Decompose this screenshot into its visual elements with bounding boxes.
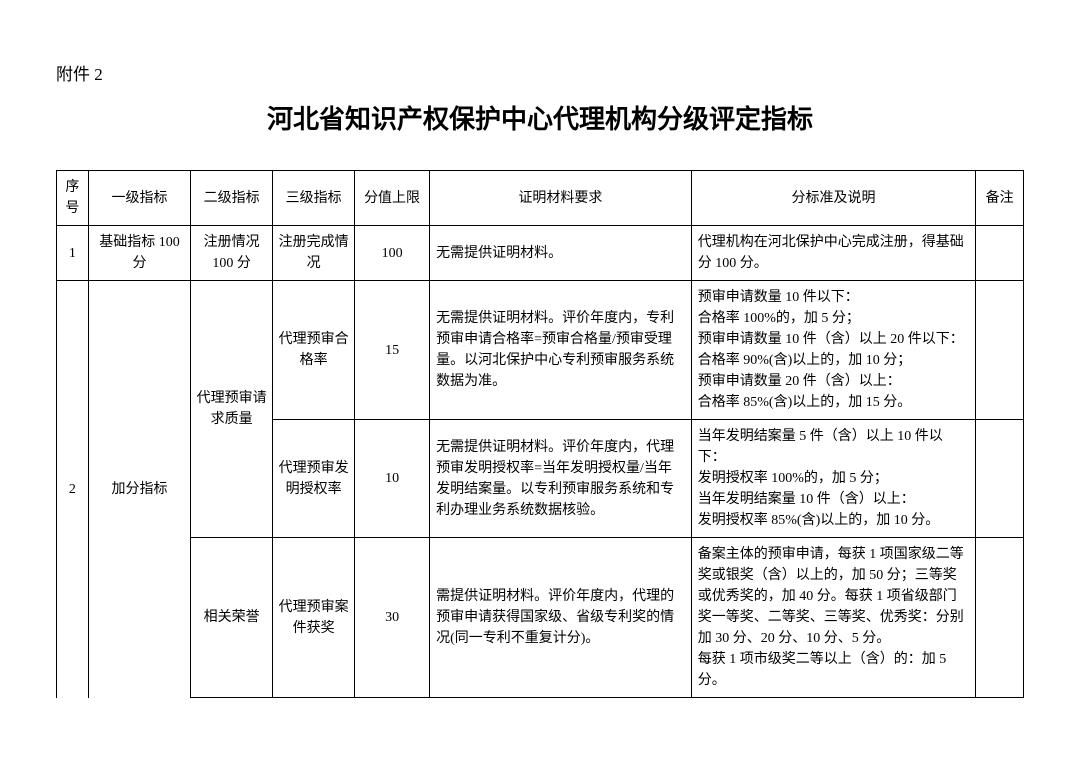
cell-level1: 基础指标 100分: [88, 226, 190, 281]
cell-note: [976, 281, 1024, 420]
col-score-header: 分值上限: [355, 171, 430, 226]
cell-proof: 需提供证明材料。评价年度内，代理的预审申请获得国家级、省级专利奖的情况(同一专利…: [430, 538, 692, 698]
cell-note: [976, 226, 1024, 281]
attachment-label: 附件 2: [56, 60, 1024, 85]
cell-level2: 相关荣誉: [191, 538, 273, 698]
cell-score: 100: [355, 226, 430, 281]
col-note-header: 备注: [976, 171, 1024, 226]
cell-score: 15: [355, 281, 430, 420]
cell-proof: 无需提供证明材料。评价年度内，代理预审发明授权率=当年发明授权量/当年发明结案量…: [430, 420, 692, 538]
cell-level2: 注册情况 100 分: [191, 226, 273, 281]
table-row: 相关荣誉 代理预审案件获奖 30 需提供证明材料。评价年度内，代理的预审申请获得…: [57, 538, 1024, 698]
cell-level1: 加分指标: [88, 281, 190, 698]
cell-level3: 代理预审合格率: [273, 281, 355, 420]
cell-note: [976, 420, 1024, 538]
cell-proof: 无需提供证明材料。评价年度内，专利预审申请合格率=预审合格量/预审受理量。以河北…: [430, 281, 692, 420]
table-row: 1 基础指标 100分 注册情况 100 分 注册完成情况 100 无需提供证明…: [57, 226, 1024, 281]
col-level1-header: 一级指标: [88, 171, 190, 226]
cell-standard: 代理机构在河北保护中心完成注册，得基础分 100 分。: [691, 226, 975, 281]
col-proof-header: 证明材料要求: [430, 171, 692, 226]
cell-level3: 注册完成情况: [273, 226, 355, 281]
table-row: 2 加分指标 代理预审请求质量 代理预审合格率 15 无需提供证明材料。评价年度…: [57, 281, 1024, 420]
cell-seq: 2: [57, 281, 89, 698]
col-seq-header: 序号: [57, 171, 89, 226]
rating-table: 序号 一级指标 二级指标 三级指标 分值上限 证明材料要求 分标准及说明 备注 …: [56, 170, 1024, 698]
cell-proof: 无需提供证明材料。: [430, 226, 692, 281]
page-title: 河北省知识产权保护中心代理机构分级评定指标: [56, 99, 1024, 136]
cell-score: 30: [355, 538, 430, 698]
cell-level3: 代理预审发明授权率: [273, 420, 355, 538]
col-level3-header: 三级指标: [273, 171, 355, 226]
cell-standard: 备案主体的预审申请，每获 1 项国家级二等奖或银奖（含）以上的，加 50 分；三…: [691, 538, 975, 698]
cell-standard: 预审申请数量 10 件以下： 合格率 100%的，加 5 分； 预审申请数量 1…: [691, 281, 975, 420]
cell-level2: 代理预审请求质量: [191, 281, 273, 538]
cell-level3: 代理预审案件获奖: [273, 538, 355, 698]
col-standard-header: 分标准及说明: [691, 171, 975, 226]
cell-seq: 1: [57, 226, 89, 281]
cell-standard: 当年发明结案量 5 件（含）以上 10 件以下： 发明授权率 100%的，加 5…: [691, 420, 975, 538]
cell-score: 10: [355, 420, 430, 538]
table-header-row: 序号 一级指标 二级指标 三级指标 分值上限 证明材料要求 分标准及说明 备注: [57, 171, 1024, 226]
col-level2-header: 二级指标: [191, 171, 273, 226]
cell-note: [976, 538, 1024, 698]
